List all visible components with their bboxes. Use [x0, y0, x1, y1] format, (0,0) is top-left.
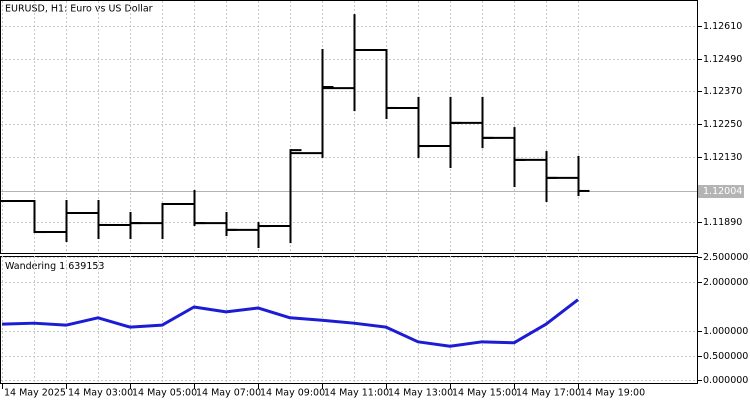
- y-tick-label: 1.12370: [703, 86, 742, 97]
- indicator-value: 1.639153: [59, 261, 104, 272]
- x-tick-label: 14 May 13:00: [388, 388, 453, 399]
- x-tick-label: 14 May 15:00: [452, 388, 517, 399]
- indicator-pane-frame: [0, 256, 698, 384]
- y-tick-label: 1.12490: [703, 54, 742, 65]
- x-tick-label: 14 May 09:00: [260, 388, 325, 399]
- y-tick-label: 0.500000: [703, 351, 748, 362]
- x-tick-label: 14 May 2025: [4, 388, 66, 399]
- last-price-label: 1.12004: [703, 186, 742, 197]
- chart-title: EURUSD, H1: Euro vs US Dollar: [5, 4, 153, 15]
- last-price-box: [698, 185, 744, 198]
- y-tick-label: 1.12250: [703, 119, 742, 130]
- x-tick-label: 14 May 19:00: [580, 388, 645, 399]
- x-tick-label: 14 May 05:00: [132, 388, 197, 399]
- y-tick-label: 1.12130: [703, 152, 742, 163]
- y-tick-label: 1.12610: [703, 21, 742, 32]
- price-pane-frame: [0, 0, 698, 254]
- y-tick-label: 1.000000: [703, 326, 748, 337]
- x-tick-label: 14 May 03:00: [68, 388, 133, 399]
- y-tick-label: 1.11890: [703, 217, 742, 228]
- y-tick-label: 2.500000: [703, 252, 748, 263]
- indicator-title: Wandering 1.639153: [5, 261, 104, 272]
- indicator-name: Wandering: [5, 261, 56, 272]
- y-tick-label: 2.000000: [703, 277, 748, 288]
- grid-layer: [1, 1, 697, 384]
- x-tick-label: 14 May 11:00: [324, 388, 389, 399]
- y-tick-label: 0.000000: [703, 375, 748, 386]
- x-tick-label: 14 May 07:00: [196, 388, 261, 399]
- x-tick-label: 14 May 17:00: [516, 388, 581, 399]
- indicator-line: [1, 298, 579, 348]
